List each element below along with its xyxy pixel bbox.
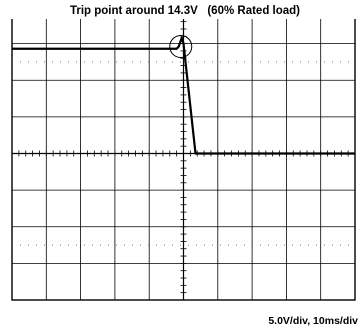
chart-title: Trip point around 14.3V (60% Rated load) <box>70 5 300 17</box>
scale-label: 5.0V/div, 10ms/div <box>268 315 358 327</box>
